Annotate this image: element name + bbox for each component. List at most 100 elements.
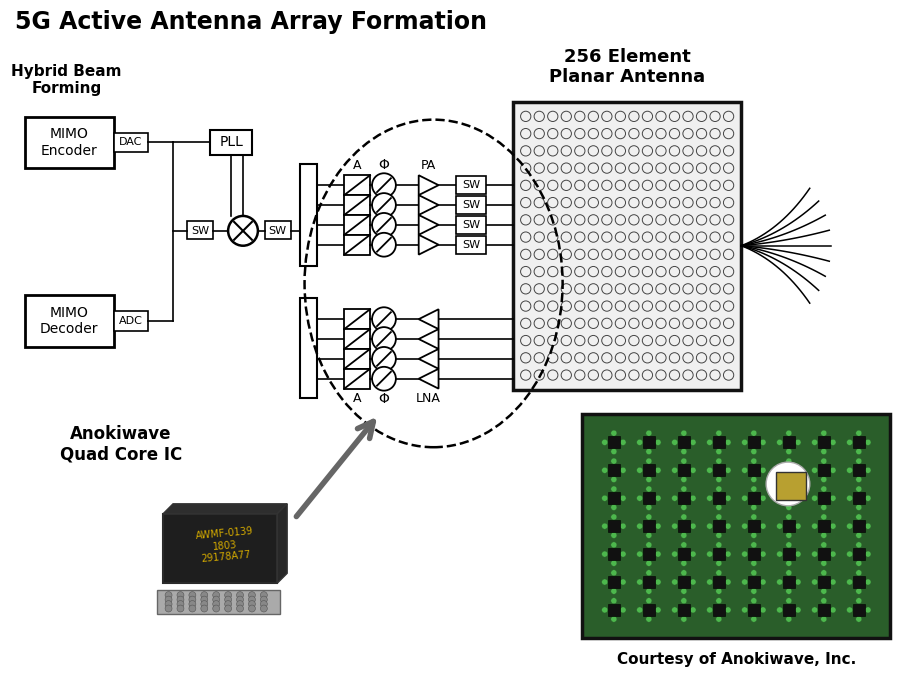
Circle shape [856,616,862,622]
Circle shape [671,523,678,530]
Circle shape [611,570,617,576]
Circle shape [786,616,792,622]
Circle shape [669,336,679,346]
Circle shape [856,570,862,576]
Bar [747,603,760,616]
Circle shape [615,319,625,329]
Circle shape [724,249,734,260]
Circle shape [710,146,720,156]
Bar [853,576,865,588]
Circle shape [615,197,625,208]
Text: SW: SW [462,200,481,210]
Text: SW: SW [462,180,481,190]
Circle shape [249,605,256,612]
Circle shape [795,579,801,585]
Circle shape [575,284,585,294]
Bar [747,436,760,449]
Circle shape [615,214,625,225]
Circle shape [629,214,639,225]
Circle shape [629,370,639,380]
Circle shape [716,449,722,455]
Circle shape [710,129,720,139]
Circle shape [575,197,585,208]
Circle shape [856,588,862,594]
Circle shape [534,111,545,121]
Circle shape [786,542,792,548]
Circle shape [696,146,707,156]
Circle shape [812,495,818,501]
Text: LNA: LNA [416,392,441,405]
Circle shape [812,523,818,530]
Bar [344,329,370,349]
Circle shape [680,430,687,436]
Circle shape [830,439,836,445]
Circle shape [642,163,653,173]
Circle shape [588,129,599,139]
Circle shape [615,180,625,190]
Bar [25,116,114,169]
Circle shape [642,319,653,329]
Circle shape [696,353,707,363]
Circle shape [821,542,827,548]
Circle shape [642,197,653,208]
Circle shape [602,336,612,346]
Circle shape [588,197,599,208]
Polygon shape [163,503,287,514]
Circle shape [642,214,653,225]
Circle shape [620,551,626,557]
Circle shape [615,146,625,156]
Circle shape [534,129,545,139]
Circle shape [260,596,268,603]
Bar [608,436,620,449]
Text: A: A [353,159,361,172]
Circle shape [615,163,625,173]
Circle shape [865,551,871,557]
Circle shape [716,570,722,576]
Circle shape [620,607,626,613]
Circle shape [655,439,661,445]
Circle shape [696,370,707,380]
Bar [643,464,655,476]
Circle shape [656,214,666,225]
Circle shape [655,495,661,501]
Polygon shape [277,503,287,583]
Circle shape [683,214,693,225]
Circle shape [656,232,666,242]
Circle shape [683,146,693,156]
Bar [713,492,725,504]
Circle shape [751,616,757,622]
Circle shape [680,486,687,492]
Circle shape [534,163,545,173]
Circle shape [856,486,862,492]
Circle shape [669,214,679,225]
Circle shape [534,336,545,346]
Circle shape [751,570,757,576]
Circle shape [534,284,545,294]
Circle shape [561,319,571,329]
Circle shape [561,336,571,346]
Circle shape [620,523,626,530]
Circle shape [669,111,679,121]
Circle shape [237,605,244,612]
Circle shape [690,579,696,585]
Circle shape [611,616,617,622]
Circle shape [725,551,731,557]
Circle shape [656,284,666,294]
Circle shape [225,605,232,612]
Circle shape [646,532,652,538]
Circle shape [683,301,693,311]
Circle shape [751,542,757,548]
Bar [678,548,690,560]
Circle shape [165,601,172,608]
Circle shape [742,495,747,501]
Circle shape [710,353,720,363]
Circle shape [260,605,268,612]
Circle shape [201,596,208,603]
Circle shape [710,180,720,190]
Circle shape [547,197,558,208]
Circle shape [724,146,734,156]
Circle shape [856,430,862,436]
Circle shape [786,449,792,455]
Bar [853,520,865,532]
Circle shape [372,193,396,217]
